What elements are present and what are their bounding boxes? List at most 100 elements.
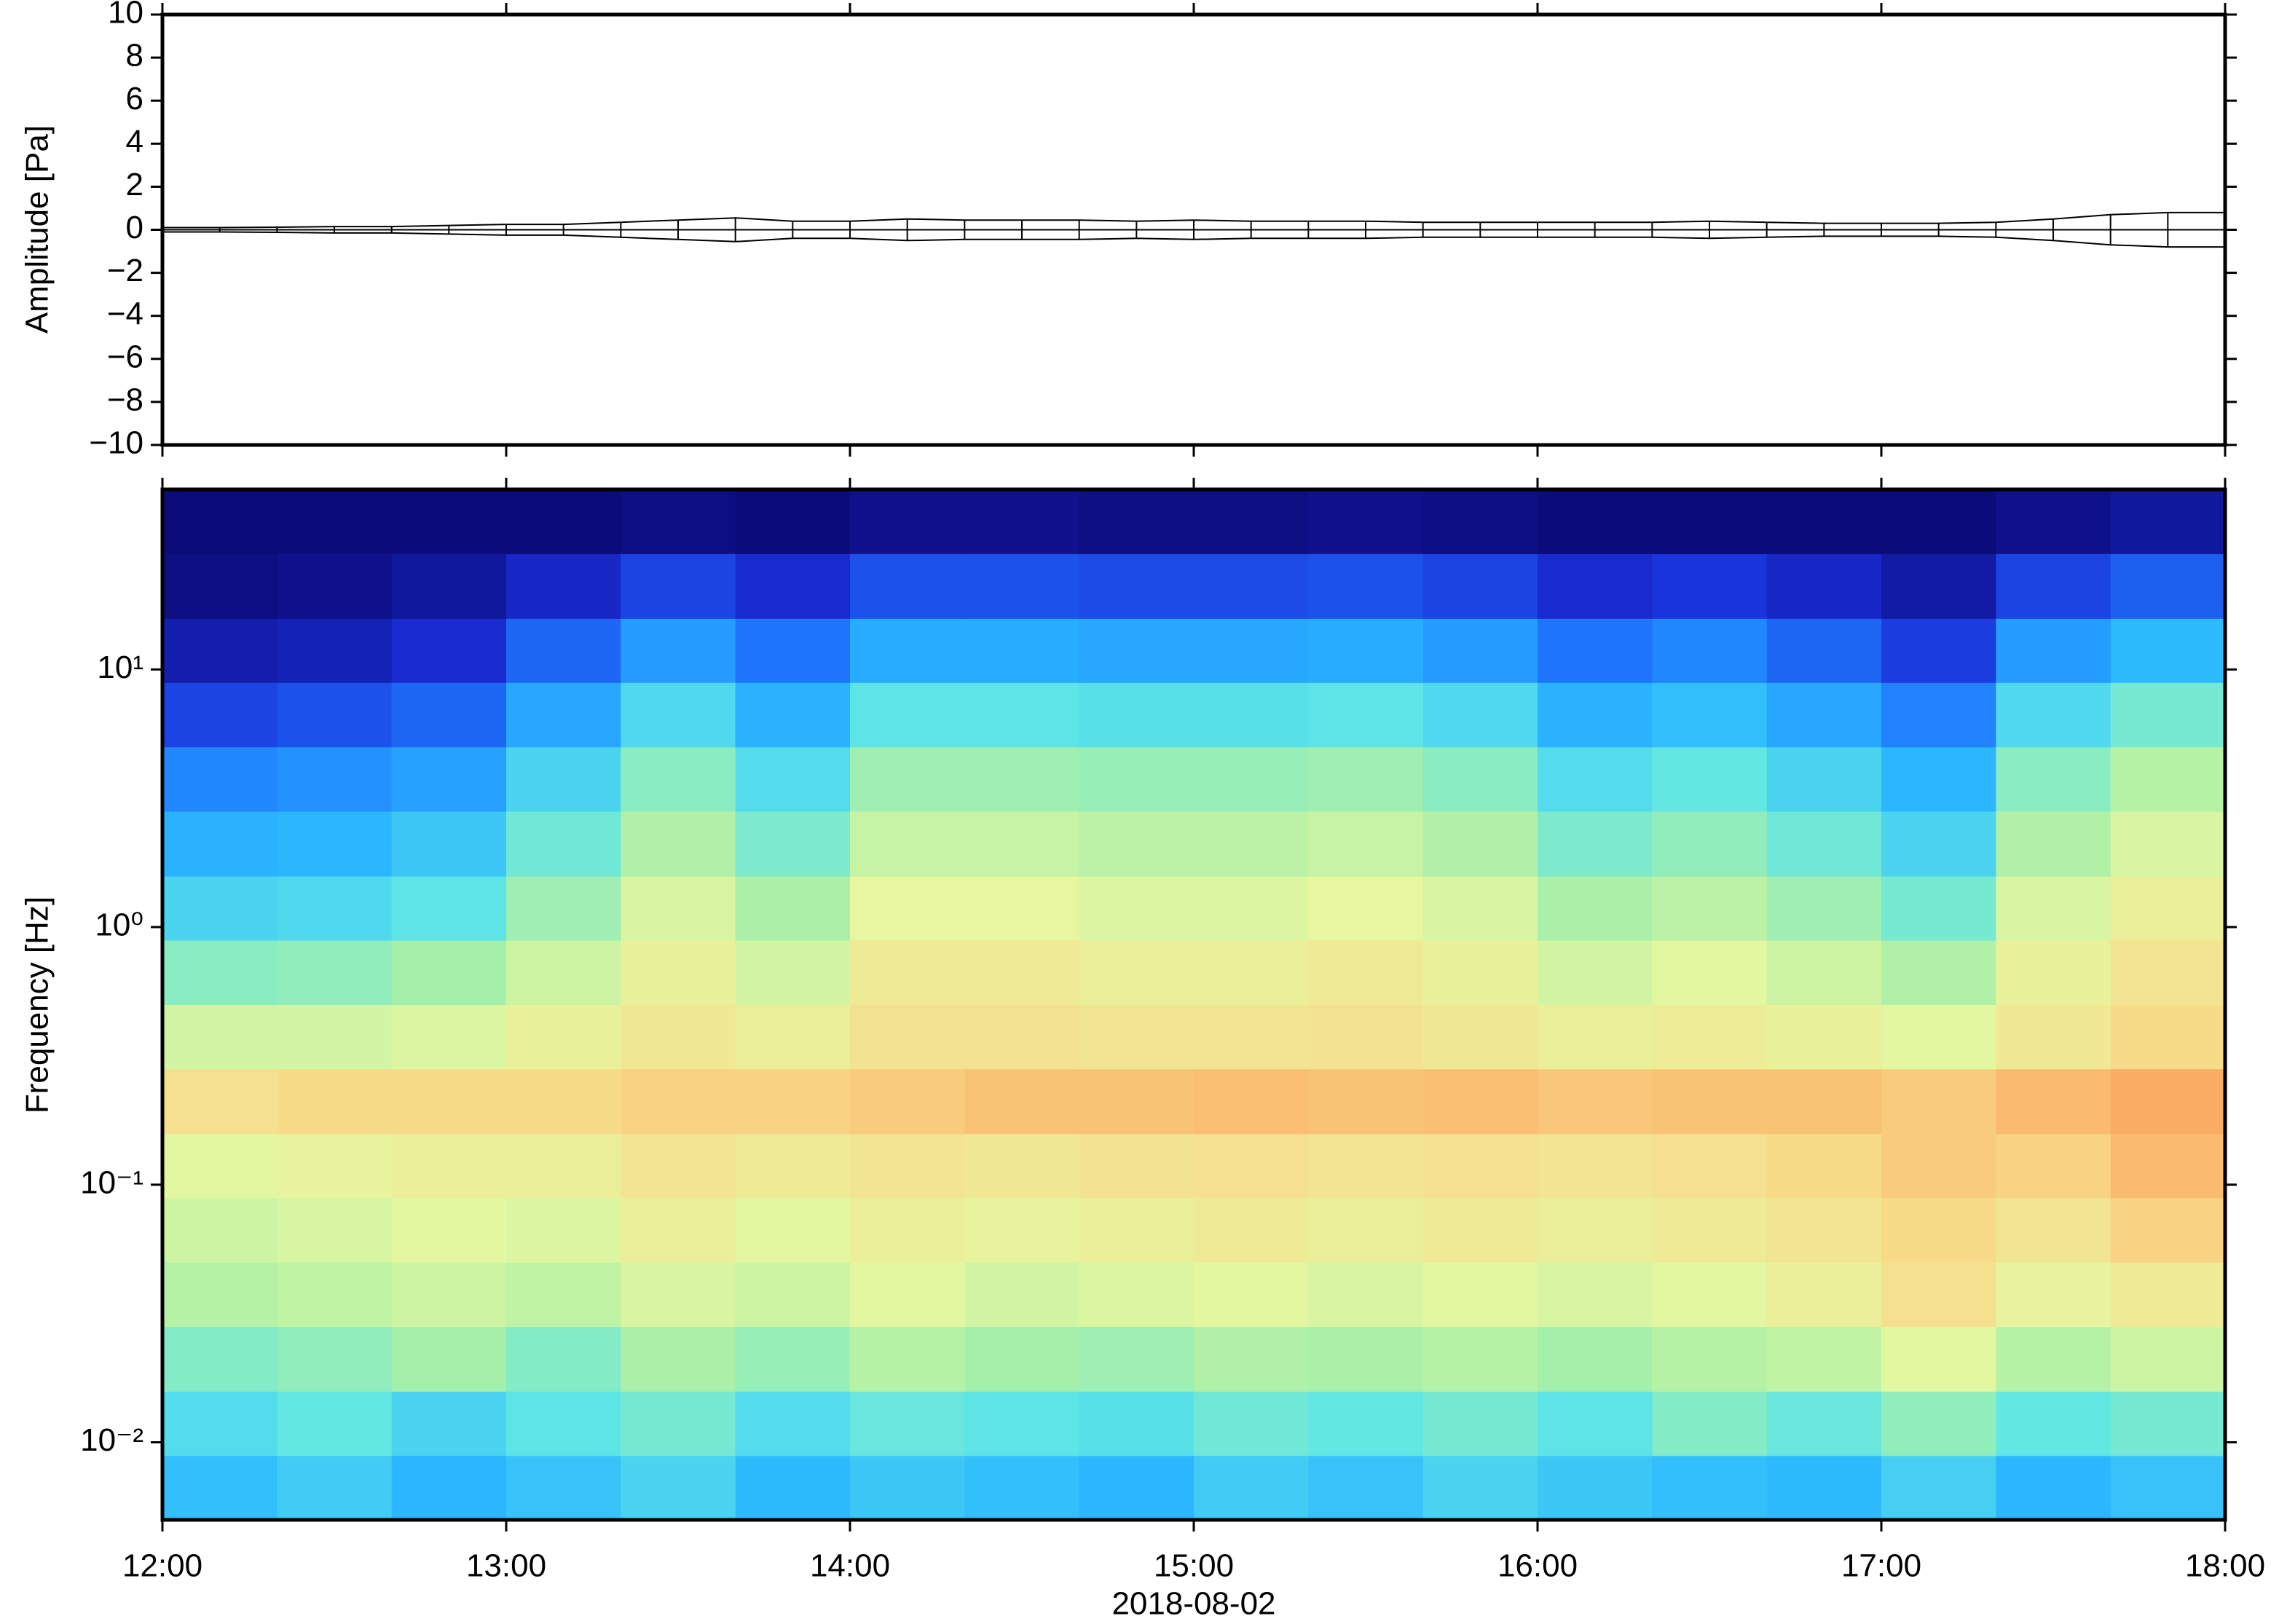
spectrogram-cell (1538, 1326, 1653, 1392)
spectrogram-cell (1996, 746, 2111, 812)
spectrogram-cell (964, 1133, 1080, 1199)
spectrogram-cell (1538, 1391, 1653, 1457)
spectrogram-cell (1422, 1326, 1538, 1392)
x-tick-label: 18:00 (2185, 1548, 2265, 1584)
spectrogram-cell (391, 939, 507, 1005)
spectrogram-cell (1881, 489, 1997, 554)
spectrogram-cell (850, 553, 966, 619)
spectrogram-cell (621, 1133, 736, 1199)
spectrogram-cell (621, 1004, 736, 1070)
spectrogram-cell (1652, 1391, 1768, 1457)
x-axis-title: 2018-08-02 (1111, 1586, 1275, 1622)
spectrogram-cell (1881, 1455, 1997, 1521)
spectrogram-cell (391, 682, 507, 748)
spectrogram-cell (1194, 811, 1310, 877)
lower-envelope (162, 231, 2225, 248)
spectrogram-cell (2110, 682, 2226, 748)
spectrogram-cell (1194, 1197, 1310, 1263)
y-axis-title: Frequency [Hz] (20, 896, 55, 1113)
spectrogram-cell (2110, 1068, 2226, 1135)
y-tick-label: −4 (107, 296, 143, 331)
spectrogram-cell (964, 1455, 1080, 1521)
spectrogram-cell (162, 1133, 278, 1199)
spectrogram-cell (391, 1261, 507, 1328)
spectrogram-cell (1079, 811, 1194, 877)
spectrogram-cell (1422, 1133, 1538, 1199)
spectrogram-cell (1194, 1261, 1310, 1328)
spectrogram-cell (1652, 618, 1768, 683)
spectrogram-cell (277, 1455, 393, 1521)
spectrogram-cell (1652, 553, 1768, 619)
spectrogram-cell (964, 811, 1080, 877)
spectrogram-cell (1308, 875, 1424, 941)
spectrogram-cell (1996, 1197, 2111, 1263)
spectrogram-cell (850, 1133, 966, 1199)
spectrogram-cell (391, 811, 507, 877)
spectrogram-cell (964, 1197, 1080, 1263)
spectrogram-cell (1766, 1068, 1882, 1135)
spectrogram-cell (1538, 939, 1653, 1005)
spectrogram-cell (621, 875, 736, 941)
spectrogram-cell (1996, 489, 2111, 554)
spectrogram-cell (1308, 618, 1424, 683)
spectrogram-cell (964, 1326, 1080, 1392)
spectrogram-cell (506, 1261, 622, 1328)
spectrogram-cell (1652, 1197, 1768, 1263)
spectrogram-cell (1996, 618, 2111, 683)
spectrogram-cell (964, 875, 1080, 941)
x-tick-label: 13:00 (466, 1548, 546, 1584)
spectrogram-cell (1996, 1261, 2111, 1328)
spectrogram-cell (1422, 489, 1538, 554)
y-tick-label: −6 (107, 339, 143, 374)
spectrogram-cell (621, 1197, 736, 1263)
spectrogram-cell (735, 1455, 851, 1521)
spectrogram-cell (162, 1455, 278, 1521)
y-tick-label: 4 (126, 124, 143, 159)
upper-envelope (162, 211, 2225, 229)
spectrogram-cell (1766, 1133, 1882, 1199)
spectrogram-cell (1652, 1326, 1768, 1392)
spectrogram-cell (1194, 1133, 1310, 1199)
spectrogram-cell (1766, 746, 1882, 812)
spectrogram-cell (1766, 1261, 1882, 1328)
spectrogram-cell (162, 746, 278, 812)
spectrogram-cell (1308, 1068, 1424, 1135)
spectrogram-cell (1538, 1068, 1653, 1135)
spectrogram-cell (735, 875, 851, 941)
spectrogram-cell (735, 746, 851, 812)
spectrogram-cell (621, 1068, 736, 1135)
x-tick-label: 14:00 (810, 1548, 890, 1584)
spectrogram-cell (964, 1261, 1080, 1328)
spectrogram-cell (1766, 1197, 1882, 1263)
spectrogram-cell (1766, 1391, 1882, 1457)
spectrogram-cell (1538, 746, 1653, 812)
spectrogram-cell (1652, 875, 1768, 941)
spectrogram-cell (1881, 1133, 1997, 1199)
spectrogram-cell (1079, 682, 1194, 748)
spectrogram-cell (621, 618, 736, 683)
spectrogram-cell (277, 1004, 393, 1070)
spectrogram-cell (1766, 939, 1882, 1005)
spectrogram-cell (735, 618, 851, 683)
spectrogram-cell (735, 1391, 851, 1457)
spectrogram-cell (1194, 939, 1310, 1005)
spectrogram-cell (735, 489, 851, 554)
spectrogram-cell (2110, 1197, 2226, 1263)
spectrogram-cell (1652, 1004, 1768, 1070)
spectrogram-cell (1881, 1261, 1997, 1328)
spectrogram-cell (1422, 618, 1538, 683)
spectrogram-cell (506, 746, 622, 812)
y-tick-label: 10¹ (97, 650, 143, 685)
spectrogram-cell (1652, 939, 1768, 1005)
y-axis-title: Amplitude [Pa] (20, 125, 55, 334)
spectrogram-cell (850, 1455, 966, 1521)
spectrogram-cell (1996, 939, 2111, 1005)
spectrogram-cell (1652, 1068, 1768, 1135)
spectrogram-cell (162, 939, 278, 1005)
spectrogram-cell (1881, 1004, 1997, 1070)
y-tick-label: 0 (126, 210, 143, 245)
spectrogram-cell (850, 1004, 966, 1070)
spectrogram-cell (1652, 1133, 1768, 1199)
spectrogram-cell (391, 1004, 507, 1070)
spectrogram-cell (2110, 746, 2226, 812)
